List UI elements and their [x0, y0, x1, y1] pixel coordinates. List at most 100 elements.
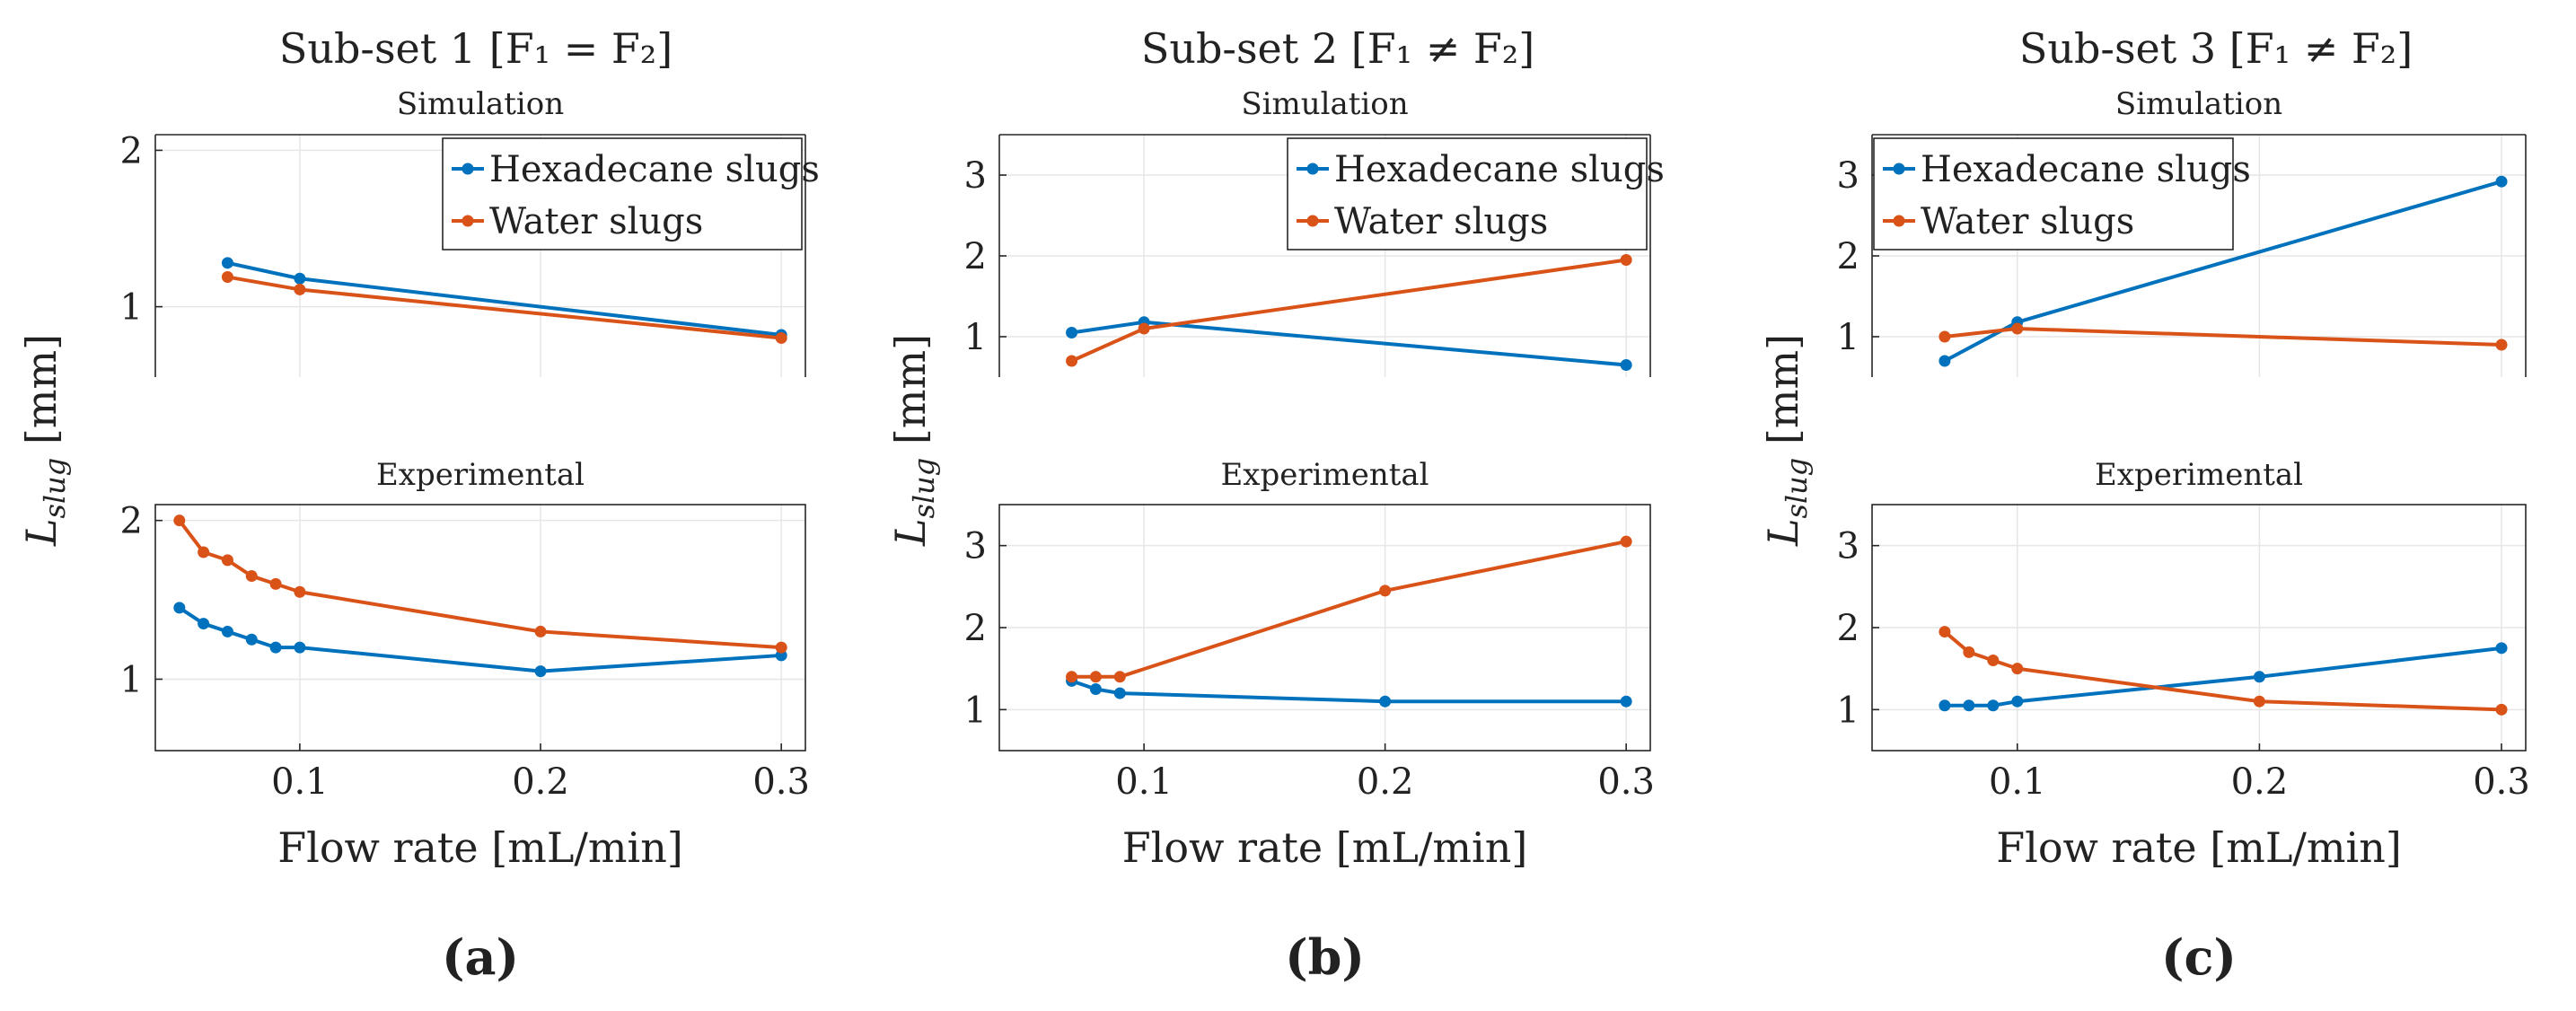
legend: Hexadecane slugs Water slugs — [442, 137, 820, 251]
legend-label: Water slugs — [489, 201, 703, 242]
data-point — [1113, 671, 1126, 683]
data-point — [2495, 338, 2508, 351]
data-point — [221, 554, 233, 567]
data-point — [245, 633, 258, 646]
data-point — [198, 618, 210, 630]
y-tick-label: 2 — [1837, 236, 1859, 277]
data-point — [269, 577, 282, 590]
subfigure-label: (a) — [442, 928, 519, 986]
data-point — [173, 514, 186, 527]
y-tick-label: 2 — [964, 608, 987, 649]
data-point — [2011, 663, 2024, 675]
data-point — [1066, 355, 1078, 367]
data-point — [1089, 683, 1102, 695]
x-tick-label: 0.2 — [512, 761, 569, 803]
data-point — [1138, 322, 1150, 335]
data-point — [294, 283, 306, 295]
data-point — [1620, 359, 1632, 371]
series-line — [178, 519, 782, 650]
data-point — [1089, 671, 1102, 683]
y-tick-label: 3 — [964, 526, 987, 567]
y-axis-label: Lslug [mm] — [886, 334, 941, 547]
subplot-title: Experimental — [1220, 457, 1429, 493]
y-tick-label: 3 — [964, 155, 987, 197]
data-point — [1939, 699, 1951, 712]
data-point — [1987, 655, 2000, 667]
subplot-experimental: Experimental 1 2 3 0.1 0.2 0.3 — [964, 457, 1655, 803]
data-point — [534, 665, 547, 678]
x-tick-label: 0.3 — [2473, 761, 2530, 803]
y-tick-label: 1 — [964, 690, 987, 731]
data-point — [173, 602, 186, 614]
data-point — [534, 625, 547, 637]
y-tick-label: 1 — [1837, 317, 1859, 358]
x-tick-label: 0.3 — [1597, 761, 1655, 803]
legend-label: Hexadecane slugs — [489, 149, 820, 190]
legend: Hexadecane slugs Water slugs — [1287, 137, 1665, 251]
subplot-experimental: Experimental 1 2 3 0.1 0.2 0.3 — [1837, 457, 2530, 803]
legend: Hexadecane slugs Water slugs — [1873, 137, 2251, 251]
subplot-title: Simulation — [397, 86, 564, 122]
x-axis-label: Flow rate [mL/min] — [1122, 823, 1528, 872]
series-line — [227, 260, 782, 337]
x-tick-label: 0.3 — [752, 761, 810, 803]
legend-box — [1873, 137, 2234, 251]
data-point — [2011, 695, 2024, 708]
subplot-title: Simulation — [1241, 86, 1408, 122]
data-point — [269, 641, 282, 654]
y-tick-label: 1 — [964, 317, 987, 358]
x-tick-label: 0.1 — [1115, 761, 1173, 803]
legend-box — [1287, 137, 1648, 251]
data-point — [2253, 671, 2265, 683]
data-point — [2011, 322, 2024, 335]
x-axis-label: Flow rate [mL/min] — [1996, 823, 2402, 872]
data-point — [1963, 699, 1975, 712]
data-point — [1939, 355, 1951, 367]
legend-swatch-marker — [1306, 163, 1319, 175]
y-tick-label: 1 — [120, 287, 143, 329]
data-point — [221, 257, 233, 269]
legend-swatch-marker — [462, 163, 474, 175]
data-point — [1963, 646, 1975, 658]
x-axis-label: Flow rate [mL/min] — [277, 823, 683, 872]
data-point — [775, 641, 787, 654]
y-tick-label: 2 — [120, 501, 143, 542]
y-tick-label: 3 — [1837, 155, 1859, 197]
x-tick-label: 0.1 — [271, 761, 329, 803]
subplot-title: Experimental — [2095, 457, 2303, 493]
legend-label: Hexadecane slugs — [1921, 149, 2251, 190]
legend-label: Hexadecane slugs — [1334, 149, 1665, 190]
series-line — [1070, 679, 1627, 704]
y-tick-label: 1 — [120, 659, 143, 700]
y-tick-label: 1 — [1837, 690, 1859, 731]
x-tick-label: 0.2 — [2231, 761, 2289, 803]
data-point — [1066, 671, 1078, 683]
subplot-simulation: Simulation 1 2 3 Hexadecane slugs Water slugs — [1837, 86, 2527, 377]
data-point — [1939, 626, 1951, 638]
legend-swatch-marker — [1893, 215, 1905, 227]
x-tick-label: 0.1 — [1989, 761, 2046, 803]
data-point — [1379, 695, 1392, 708]
subplot-title: Simulation — [2115, 86, 2282, 122]
data-point — [1939, 330, 1951, 343]
panel-title: Sub-set 3 [F₁ ≠ F₂] — [2019, 24, 2413, 73]
y-tick-label: 3 — [1837, 526, 1859, 567]
y-axis-label: Lslug [mm] — [1759, 334, 1814, 547]
data-point — [245, 570, 258, 583]
subplot-title: Experimental — [376, 457, 585, 493]
subfigure-label: (b) — [1285, 928, 1365, 986]
data-point — [2253, 695, 2265, 708]
series-line — [227, 275, 782, 340]
series-line — [1943, 630, 2502, 712]
data-point — [198, 546, 210, 558]
subplot-simulation: Simulation 1 2 Hexadecane slugs Water slugs — [120, 86, 820, 377]
series-line — [178, 606, 782, 673]
legend-swatch-marker — [462, 215, 474, 227]
data-point — [294, 641, 306, 654]
data-point — [1066, 327, 1078, 338]
legend-swatch-marker — [1893, 163, 1905, 175]
panel-title: Sub-set 2 [F₁ ≠ F₂] — [1141, 24, 1534, 73]
panel-title: Sub-set 1 [F₁ = F₂] — [279, 24, 673, 73]
legend-label: Water slugs — [1334, 201, 1548, 242]
